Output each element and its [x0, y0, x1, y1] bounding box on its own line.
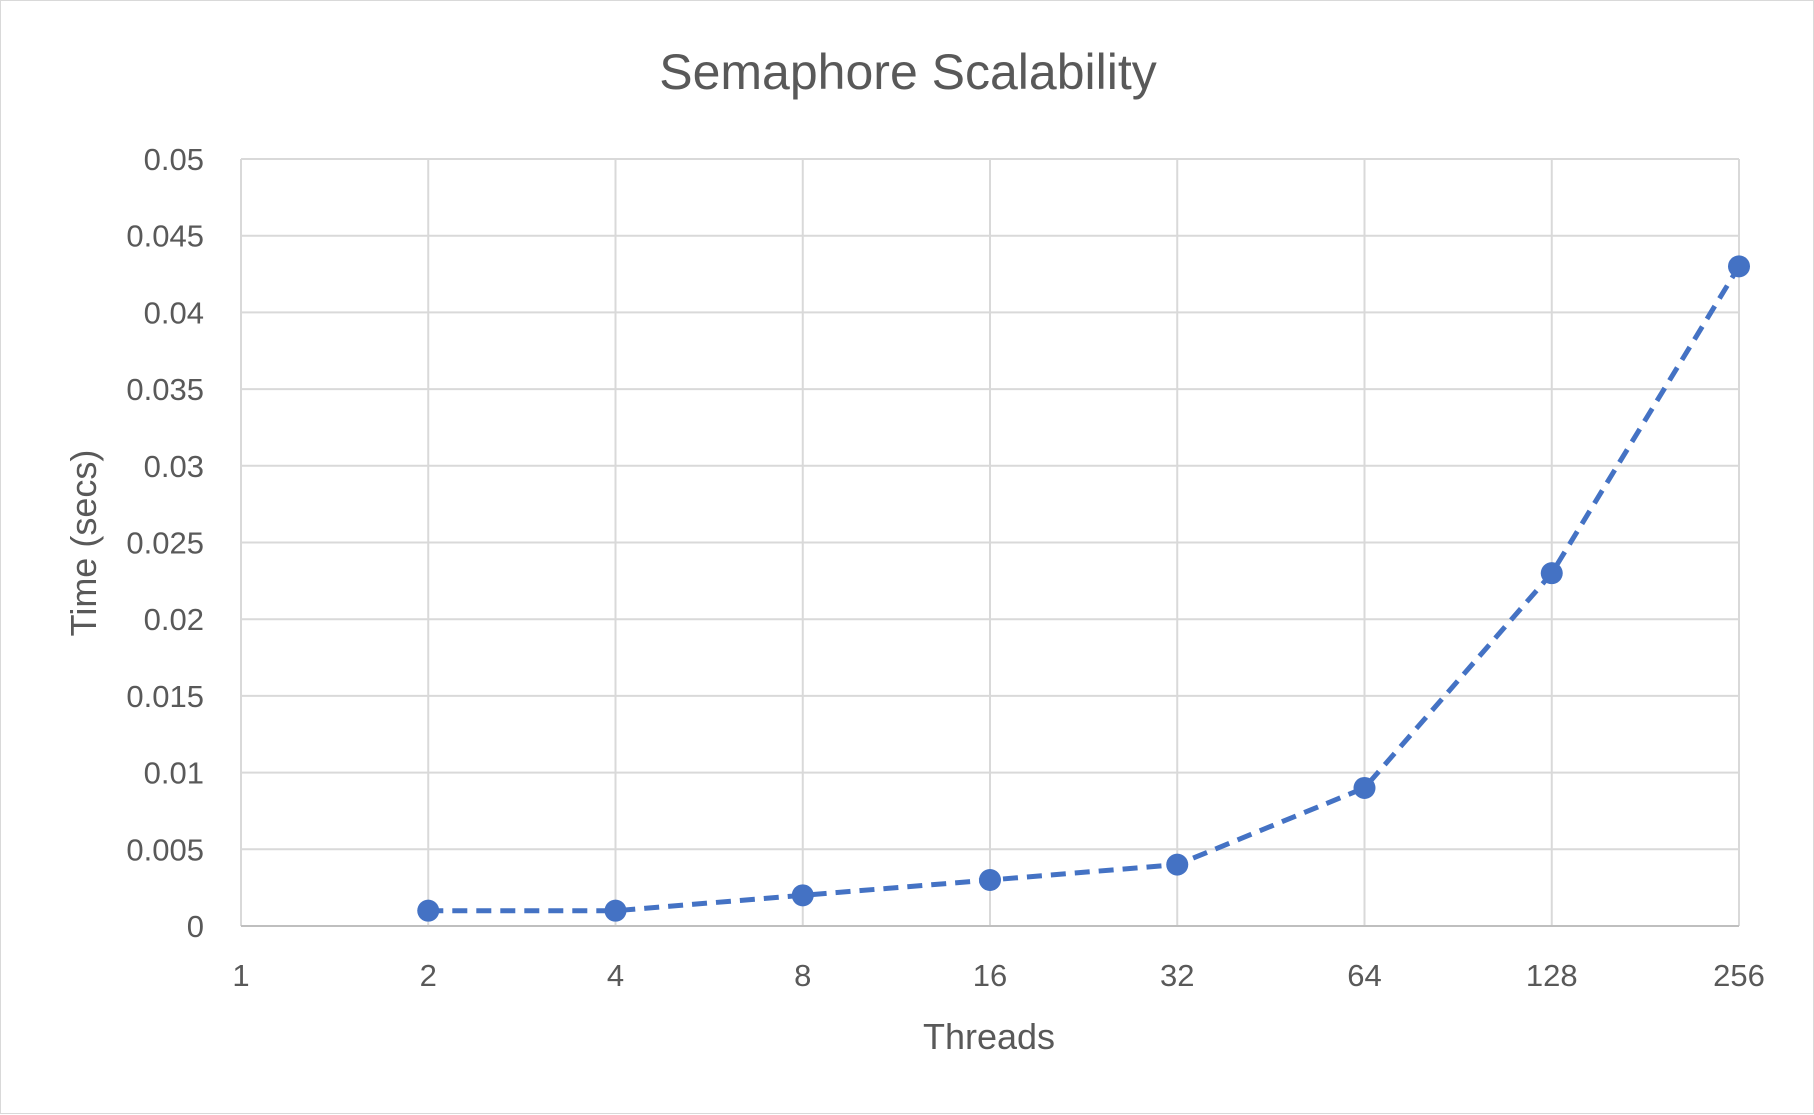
y-tick-label: 0.01 — [144, 756, 204, 791]
y-tick-label: 0.025 — [126, 526, 204, 561]
y-tick-label: 0.04 — [144, 295, 204, 330]
y-tick-label: 0.035 — [126, 372, 204, 407]
data-point — [417, 899, 440, 922]
x-axis-title: Threads — [923, 1016, 1055, 1057]
data-point — [791, 884, 814, 907]
data-point — [1728, 255, 1750, 278]
gridlines — [240, 158, 1740, 926]
series-layer — [417, 255, 1750, 922]
y-axis-title: Time (secs) — [63, 450, 104, 637]
x-tick-label: 4 — [607, 958, 624, 993]
data-point — [604, 899, 627, 922]
x-tick-label: 1 — [232, 958, 249, 993]
series-line — [428, 265, 1742, 914]
x-tick-label: 8 — [794, 958, 811, 993]
x-tick-label: 64 — [1347, 958, 1381, 993]
tick-labels: 0 0.005 0.01 0.015 0.02 0.025 0.03 0.035 0.04 0.0… — [126, 142, 1764, 993]
y-tick-label: 0.05 — [144, 142, 204, 177]
x-tick-label: 256 — [1713, 958, 1765, 993]
y-tick-label: 0.02 — [144, 602, 204, 637]
x-tick-label: 128 — [1526, 958, 1578, 993]
x-tick-label: 16 — [973, 958, 1007, 993]
x-tick-label: 2 — [420, 958, 437, 993]
y-tick-label: 0.03 — [144, 449, 204, 484]
data-point — [1166, 853, 1189, 876]
y-tick-label: 0.015 — [126, 679, 204, 714]
x-tick-label: 32 — [1160, 958, 1194, 993]
data-point — [979, 868, 1001, 891]
y-tick-label: 0.045 — [126, 219, 204, 254]
y-tick-label: 0 — [187, 909, 204, 944]
y-tick-label: 0.005 — [126, 832, 204, 867]
data-point — [1540, 562, 1563, 585]
data-point — [1353, 776, 1376, 799]
chart-title: Semaphore Scalability — [659, 44, 1157, 100]
